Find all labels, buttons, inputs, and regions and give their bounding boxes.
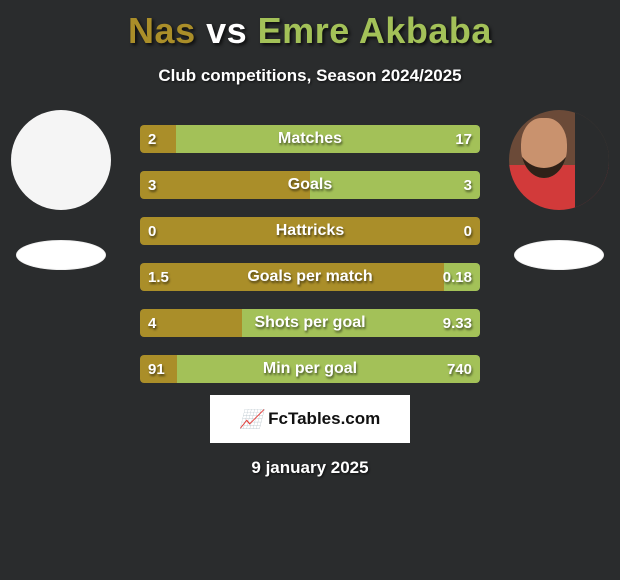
chart-icon: 📈 bbox=[240, 409, 262, 430]
title-player1: Nas bbox=[128, 10, 196, 51]
stat-row: 91740Min per goal bbox=[140, 355, 480, 383]
player-left-column bbox=[6, 110, 116, 270]
footer-badge-text: FcTables.com bbox=[268, 409, 380, 429]
title-player2: Emre Akbaba bbox=[258, 10, 492, 51]
stat-row: 00Hattricks bbox=[140, 217, 480, 245]
player-right-column bbox=[504, 110, 614, 270]
player1-flag bbox=[16, 240, 106, 270]
stat-row: 1.50.18Goals per match bbox=[140, 263, 480, 291]
footer-date: 9 january 2025 bbox=[0, 458, 620, 478]
subtitle: Club competitions, Season 2024/2025 bbox=[0, 66, 620, 86]
stat-label: Hattricks bbox=[140, 217, 480, 245]
comparison-title: Nas vs Emre Akbaba bbox=[0, 0, 620, 52]
player2-flag bbox=[514, 240, 604, 270]
stat-row: 33Goals bbox=[140, 171, 480, 199]
stat-row: 217Matches bbox=[140, 125, 480, 153]
stat-label: Shots per goal bbox=[140, 309, 480, 337]
stat-row: 49.33Shots per goal bbox=[140, 309, 480, 337]
player1-avatar bbox=[11, 110, 111, 210]
footer-badge[interactable]: 📈 FcTables.com bbox=[210, 395, 410, 443]
stats-bars: 217Matches 33Goals 00Hattricks 1.50.18Goals… bbox=[140, 125, 480, 401]
stat-label: Min per goal bbox=[140, 355, 480, 383]
avatar-placeholder bbox=[11, 110, 111, 210]
title-vs: vs bbox=[206, 10, 247, 51]
avatar-photo bbox=[509, 110, 609, 210]
stat-label: Goals per match bbox=[140, 263, 480, 291]
stat-label: Goals bbox=[140, 171, 480, 199]
stat-label: Matches bbox=[140, 125, 480, 153]
player2-avatar bbox=[509, 110, 609, 210]
